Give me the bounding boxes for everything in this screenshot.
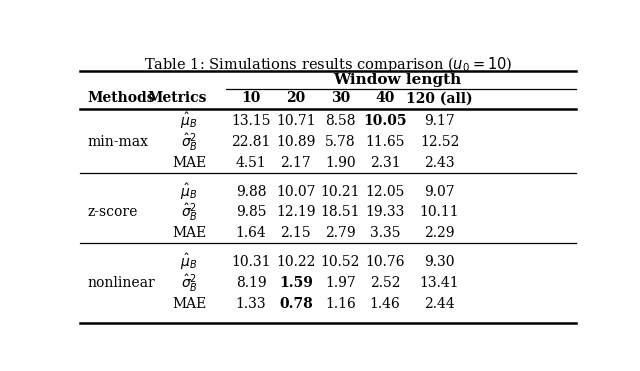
Text: $\hat{\sigma}_B^2$: $\hat{\sigma}_B^2$ bbox=[180, 272, 198, 294]
Text: $\hat{\sigma}_B^2$: $\hat{\sigma}_B^2$ bbox=[180, 131, 198, 153]
Text: 8.58: 8.58 bbox=[325, 114, 356, 128]
Text: 10.31: 10.31 bbox=[232, 255, 271, 269]
Text: 2.52: 2.52 bbox=[370, 276, 400, 290]
Text: 10.05: 10.05 bbox=[364, 114, 407, 128]
Text: 10.07: 10.07 bbox=[276, 185, 316, 198]
Text: 40: 40 bbox=[375, 91, 395, 105]
Text: 1.97: 1.97 bbox=[325, 276, 356, 290]
Text: z-score: z-score bbox=[88, 206, 138, 220]
Text: 10.22: 10.22 bbox=[276, 255, 316, 269]
Text: 30: 30 bbox=[331, 91, 350, 105]
Text: MAE: MAE bbox=[172, 226, 206, 240]
Text: 5.78: 5.78 bbox=[325, 135, 356, 149]
Text: $\hat{\mu}_B$: $\hat{\mu}_B$ bbox=[180, 111, 198, 131]
Text: Window length: Window length bbox=[333, 73, 461, 87]
Text: 9.30: 9.30 bbox=[424, 255, 455, 269]
Text: 10.89: 10.89 bbox=[276, 135, 316, 149]
Text: $\hat{\mu}_B$: $\hat{\mu}_B$ bbox=[180, 181, 198, 202]
Text: 11.65: 11.65 bbox=[365, 135, 404, 149]
Text: Table 1: Simulations results comparison ($u_0 = 10$): Table 1: Simulations results comparison … bbox=[144, 55, 512, 73]
Text: Metrics: Metrics bbox=[147, 91, 207, 105]
Text: 12.52: 12.52 bbox=[420, 135, 460, 149]
Text: 1.59: 1.59 bbox=[279, 276, 313, 290]
Text: 2.44: 2.44 bbox=[424, 297, 455, 311]
Text: 4.51: 4.51 bbox=[236, 156, 266, 170]
Text: 120 (all): 120 (all) bbox=[406, 91, 473, 105]
Text: 10.76: 10.76 bbox=[365, 255, 404, 269]
Text: 18.51: 18.51 bbox=[321, 206, 360, 220]
Text: 22.81: 22.81 bbox=[232, 135, 271, 149]
Text: 3.35: 3.35 bbox=[370, 226, 400, 240]
Text: 1.46: 1.46 bbox=[370, 297, 401, 311]
Text: 10: 10 bbox=[241, 91, 261, 105]
Text: $\hat{\sigma}_B^2$: $\hat{\sigma}_B^2$ bbox=[180, 201, 198, 223]
Text: MAE: MAE bbox=[172, 297, 206, 311]
Text: 1.64: 1.64 bbox=[236, 226, 266, 240]
Text: 1.33: 1.33 bbox=[236, 297, 266, 311]
Text: 2.31: 2.31 bbox=[370, 156, 401, 170]
Text: min-max: min-max bbox=[88, 135, 148, 149]
Text: 13.15: 13.15 bbox=[232, 114, 271, 128]
Text: 13.41: 13.41 bbox=[420, 276, 460, 290]
Text: 1.16: 1.16 bbox=[325, 297, 356, 311]
Text: 2.15: 2.15 bbox=[280, 226, 311, 240]
Text: 12.05: 12.05 bbox=[365, 185, 404, 198]
Text: 8.19: 8.19 bbox=[236, 276, 266, 290]
Text: $\hat{\mu}_B$: $\hat{\mu}_B$ bbox=[180, 252, 198, 272]
Text: 2.17: 2.17 bbox=[280, 156, 311, 170]
Text: 9.85: 9.85 bbox=[236, 206, 266, 220]
Text: 1.90: 1.90 bbox=[325, 156, 356, 170]
Text: 2.29: 2.29 bbox=[424, 226, 455, 240]
Text: 19.33: 19.33 bbox=[365, 206, 404, 220]
Text: nonlinear: nonlinear bbox=[88, 276, 155, 290]
Text: 10.52: 10.52 bbox=[321, 255, 360, 269]
Text: 10.71: 10.71 bbox=[276, 114, 316, 128]
Text: MAE: MAE bbox=[172, 156, 206, 170]
Text: Methods: Methods bbox=[88, 91, 155, 105]
Text: 20: 20 bbox=[286, 91, 305, 105]
Text: 9.88: 9.88 bbox=[236, 185, 266, 198]
Text: 2.79: 2.79 bbox=[325, 226, 356, 240]
Text: 2.43: 2.43 bbox=[424, 156, 455, 170]
Text: 10.11: 10.11 bbox=[420, 206, 460, 220]
Text: 12.19: 12.19 bbox=[276, 206, 316, 220]
Text: 9.17: 9.17 bbox=[424, 114, 455, 128]
Text: 0.78: 0.78 bbox=[279, 297, 312, 311]
Text: 9.07: 9.07 bbox=[424, 185, 455, 198]
Text: 10.21: 10.21 bbox=[321, 185, 360, 198]
